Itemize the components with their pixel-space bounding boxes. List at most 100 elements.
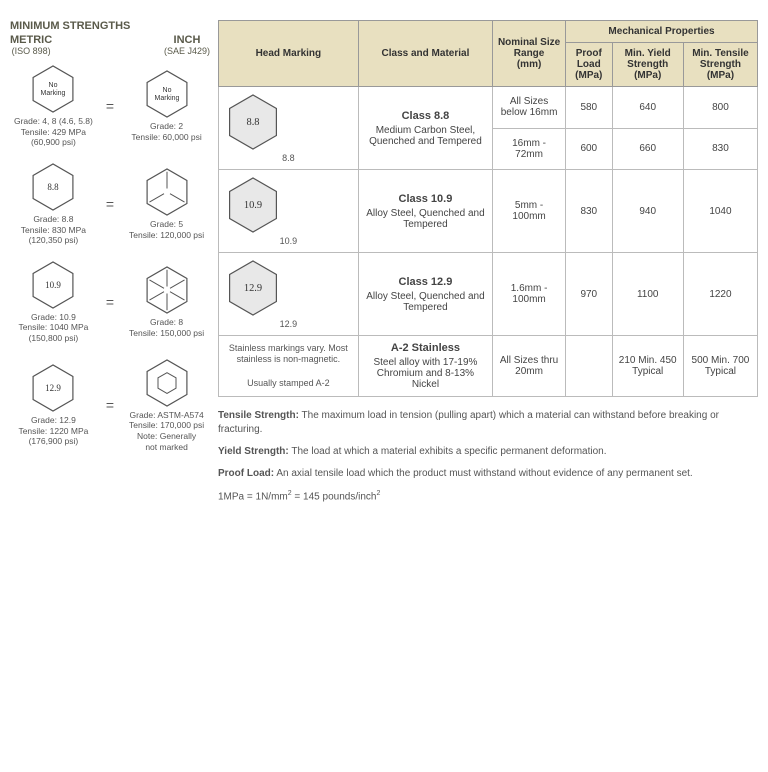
hex-caption: 10.9 bbox=[224, 236, 353, 246]
inch-grade-info: Grade: 5Tensile: 120,000 psi bbox=[129, 219, 204, 240]
head-marking-cell: 8.8 8.8 bbox=[219, 87, 359, 170]
class-name: Class 8.8 bbox=[364, 110, 487, 122]
table-row: 8.8 8.8Class 8.8Medium Carbon Steel, Que… bbox=[219, 87, 758, 129]
svg-text:8.8: 8.8 bbox=[246, 117, 259, 128]
hexagon-icon: NoMarking bbox=[28, 64, 78, 114]
svg-text:12.9: 12.9 bbox=[244, 283, 262, 294]
class-material-cell: Class 8.8 Medium Carbon Steel, Quenched a… bbox=[358, 87, 492, 170]
equivalence-row: 10.9 Grade: 10.9Tensile: 1040 MPa(150,80… bbox=[10, 260, 210, 344]
class-material-cell: A-2 Stainless Steel alloy with 17-19% Chr… bbox=[358, 336, 492, 397]
page-container: MINIMUM STRENGTHS METRIC (ISO 898) INCH … bbox=[0, 0, 768, 532]
metric-label: METRIC bbox=[10, 34, 52, 46]
class-material-cell: Class 10.9 Alloy Steel, Quenched and Temp… bbox=[358, 170, 492, 253]
proof-cell bbox=[566, 336, 613, 397]
size-cell: 1.6mm - 100mm bbox=[493, 253, 566, 336]
hexagon-icon: 10.9 bbox=[28, 260, 78, 310]
yield-cell: 660 bbox=[612, 128, 683, 170]
metric-sub: (ISO 898) bbox=[10, 46, 52, 56]
svg-text:10.9: 10.9 bbox=[46, 280, 62, 290]
hexagon-icon: 10.9 bbox=[224, 176, 282, 234]
tensile-cell: 500 Min. 700 Typical bbox=[683, 336, 757, 397]
table-row: 10.9 10.9 Class 10.9 Alloy Steel, Quenched… bbox=[219, 170, 758, 253]
right-column: Head Marking Class and Material Nominal … bbox=[218, 20, 758, 512]
hexagon-icon: NoMarking bbox=[142, 69, 192, 119]
hexagon-icon bbox=[142, 167, 192, 217]
material-desc: Steel alloy with 17-19% Chromium and 8-1… bbox=[373, 357, 477, 390]
equals-sign: = bbox=[106, 397, 114, 413]
svg-text:No: No bbox=[162, 87, 171, 94]
class-name: Class 10.9 bbox=[364, 193, 487, 205]
head-marking-cell: 12.9 12.9 bbox=[219, 253, 359, 336]
equivalence-row: 8.8 Grade: 8.8Tensile: 830 MPa(120,350 p… bbox=[10, 162, 210, 246]
equals-sign: = bbox=[106, 98, 114, 114]
th-nominal: Nominal Size Range (mm) bbox=[493, 21, 566, 87]
proof-cell: 970 bbox=[566, 253, 613, 336]
left-column: MINIMUM STRENGTHS METRIC (ISO 898) INCH … bbox=[10, 20, 210, 512]
svg-text:Marking: Marking bbox=[154, 95, 179, 102]
svg-text:Marking: Marking bbox=[41, 90, 66, 97]
hexagon-icon: 8.8 bbox=[224, 93, 282, 151]
class-material-cell: Class 12.9 Alloy Steel, Quenched and Temp… bbox=[358, 253, 492, 336]
th-class-material: Class and Material bbox=[358, 21, 492, 87]
size-cell: All Sizes thru 20mm bbox=[493, 336, 566, 397]
th-tensile: Min. Tensile Strength (MPa) bbox=[683, 43, 757, 87]
equivalence-row: NoMarkingGrade: 4, 8 (4.6, 5.8)Tensile: … bbox=[10, 64, 210, 148]
equals-sign: = bbox=[106, 294, 114, 310]
yield-def: The load at which a material exhibits a … bbox=[289, 446, 607, 457]
proof-def: An axial tensile load which the product … bbox=[274, 468, 693, 479]
svg-text:10.9: 10.9 bbox=[244, 200, 262, 211]
inch-grade-info: Grade: 8Tensile: 150,000 psi bbox=[129, 317, 204, 338]
svg-text:No: No bbox=[49, 82, 58, 89]
th-yield: Min. Yield Strength (MPa) bbox=[612, 43, 683, 87]
tensile-term: Tensile Strength: bbox=[218, 410, 299, 421]
yield-cell: 1100 bbox=[612, 253, 683, 336]
metric-grade-info: Grade: 4, 8 (4.6, 5.8)Tensile: 429 MPa(6… bbox=[14, 116, 93, 148]
yield-cell: 640 bbox=[612, 87, 683, 129]
strength-table: Head Marking Class and Material Nominal … bbox=[218, 20, 758, 397]
metric-grade-info: Grade: 12.9Tensile: 1220 MPa(176,900 psi… bbox=[18, 415, 88, 447]
tensile-cell: 800 bbox=[683, 87, 757, 129]
definitions: Tensile Strength: The maximum load in te… bbox=[218, 409, 758, 504]
inch-sub: (SAE J429) bbox=[164, 46, 210, 56]
size-cell: All Sizes below 16mm bbox=[493, 87, 566, 129]
stainless-note: Stainless markings vary. Most stainless … bbox=[224, 343, 353, 390]
tensile-cell: 830 bbox=[683, 128, 757, 170]
th-proof: Proof Load (MPa) bbox=[566, 43, 613, 87]
th-head-marking: Head Marking bbox=[219, 21, 359, 87]
hex-caption: 12.9 bbox=[224, 319, 353, 329]
metric-grade-info: Grade: 10.9Tensile: 1040 MPa(150,800 psi… bbox=[18, 312, 88, 344]
proof-cell: 600 bbox=[566, 128, 613, 170]
hexagon-icon bbox=[142, 358, 192, 408]
inch-grade-info: Grade: 2Tensile: 60,000 psi bbox=[131, 121, 201, 142]
yield-cell: 940 bbox=[612, 170, 683, 253]
material-desc: Medium Carbon Steel, Quenched and Temper… bbox=[369, 125, 482, 147]
proof-cell: 830 bbox=[566, 170, 613, 253]
inch-label: INCH bbox=[164, 34, 210, 46]
yield-term: Yield Strength: bbox=[218, 446, 289, 457]
material-desc: Alloy Steel, Quenched and Tempered bbox=[366, 208, 484, 230]
table-body: 8.8 8.8 Class 8.8 Medium Carbon Steel, Que… bbox=[219, 87, 758, 397]
proof-term: Proof Load: bbox=[218, 468, 274, 479]
size-cell: 5mm - 100mm bbox=[493, 170, 566, 253]
head-marking-cell: Stainless markings vary. Most stainless … bbox=[219, 336, 359, 397]
hexagon-icon: 12.9 bbox=[224, 259, 282, 317]
hex-caption: 8.8 bbox=[224, 153, 353, 163]
table-row: Stainless markings vary. Most stainless … bbox=[219, 336, 758, 397]
inch-grade-info: Grade: ASTM-A574Tensile: 170,000 psiNote… bbox=[129, 410, 204, 453]
proof-cell: 580 bbox=[566, 87, 613, 129]
svg-text:12.9: 12.9 bbox=[46, 383, 62, 393]
equals-sign: = bbox=[106, 196, 114, 212]
left-rows: NoMarkingGrade: 4, 8 (4.6, 5.8)Tensile: … bbox=[10, 64, 210, 452]
metric-grade-info: Grade: 8.8Tensile: 830 MPa(120,350 psi) bbox=[21, 214, 86, 246]
size-cell: 16mm - 72mm bbox=[493, 128, 566, 170]
class-name: A-2 Stainless bbox=[364, 342, 487, 354]
tensile-cell: 1220 bbox=[683, 253, 757, 336]
left-title: MINIMUM STRENGTHS bbox=[10, 20, 210, 32]
th-mech-props: Mechanical Properties bbox=[566, 21, 758, 43]
left-headers: METRIC (ISO 898) INCH (SAE J429) bbox=[10, 34, 210, 56]
svg-text:8.8: 8.8 bbox=[48, 182, 60, 192]
class-name: Class 12.9 bbox=[364, 276, 487, 288]
tensile-cell: 1040 bbox=[683, 170, 757, 253]
hexagon-icon bbox=[142, 265, 192, 315]
material-desc: Alloy Steel, Quenched and Tempered bbox=[366, 291, 484, 313]
